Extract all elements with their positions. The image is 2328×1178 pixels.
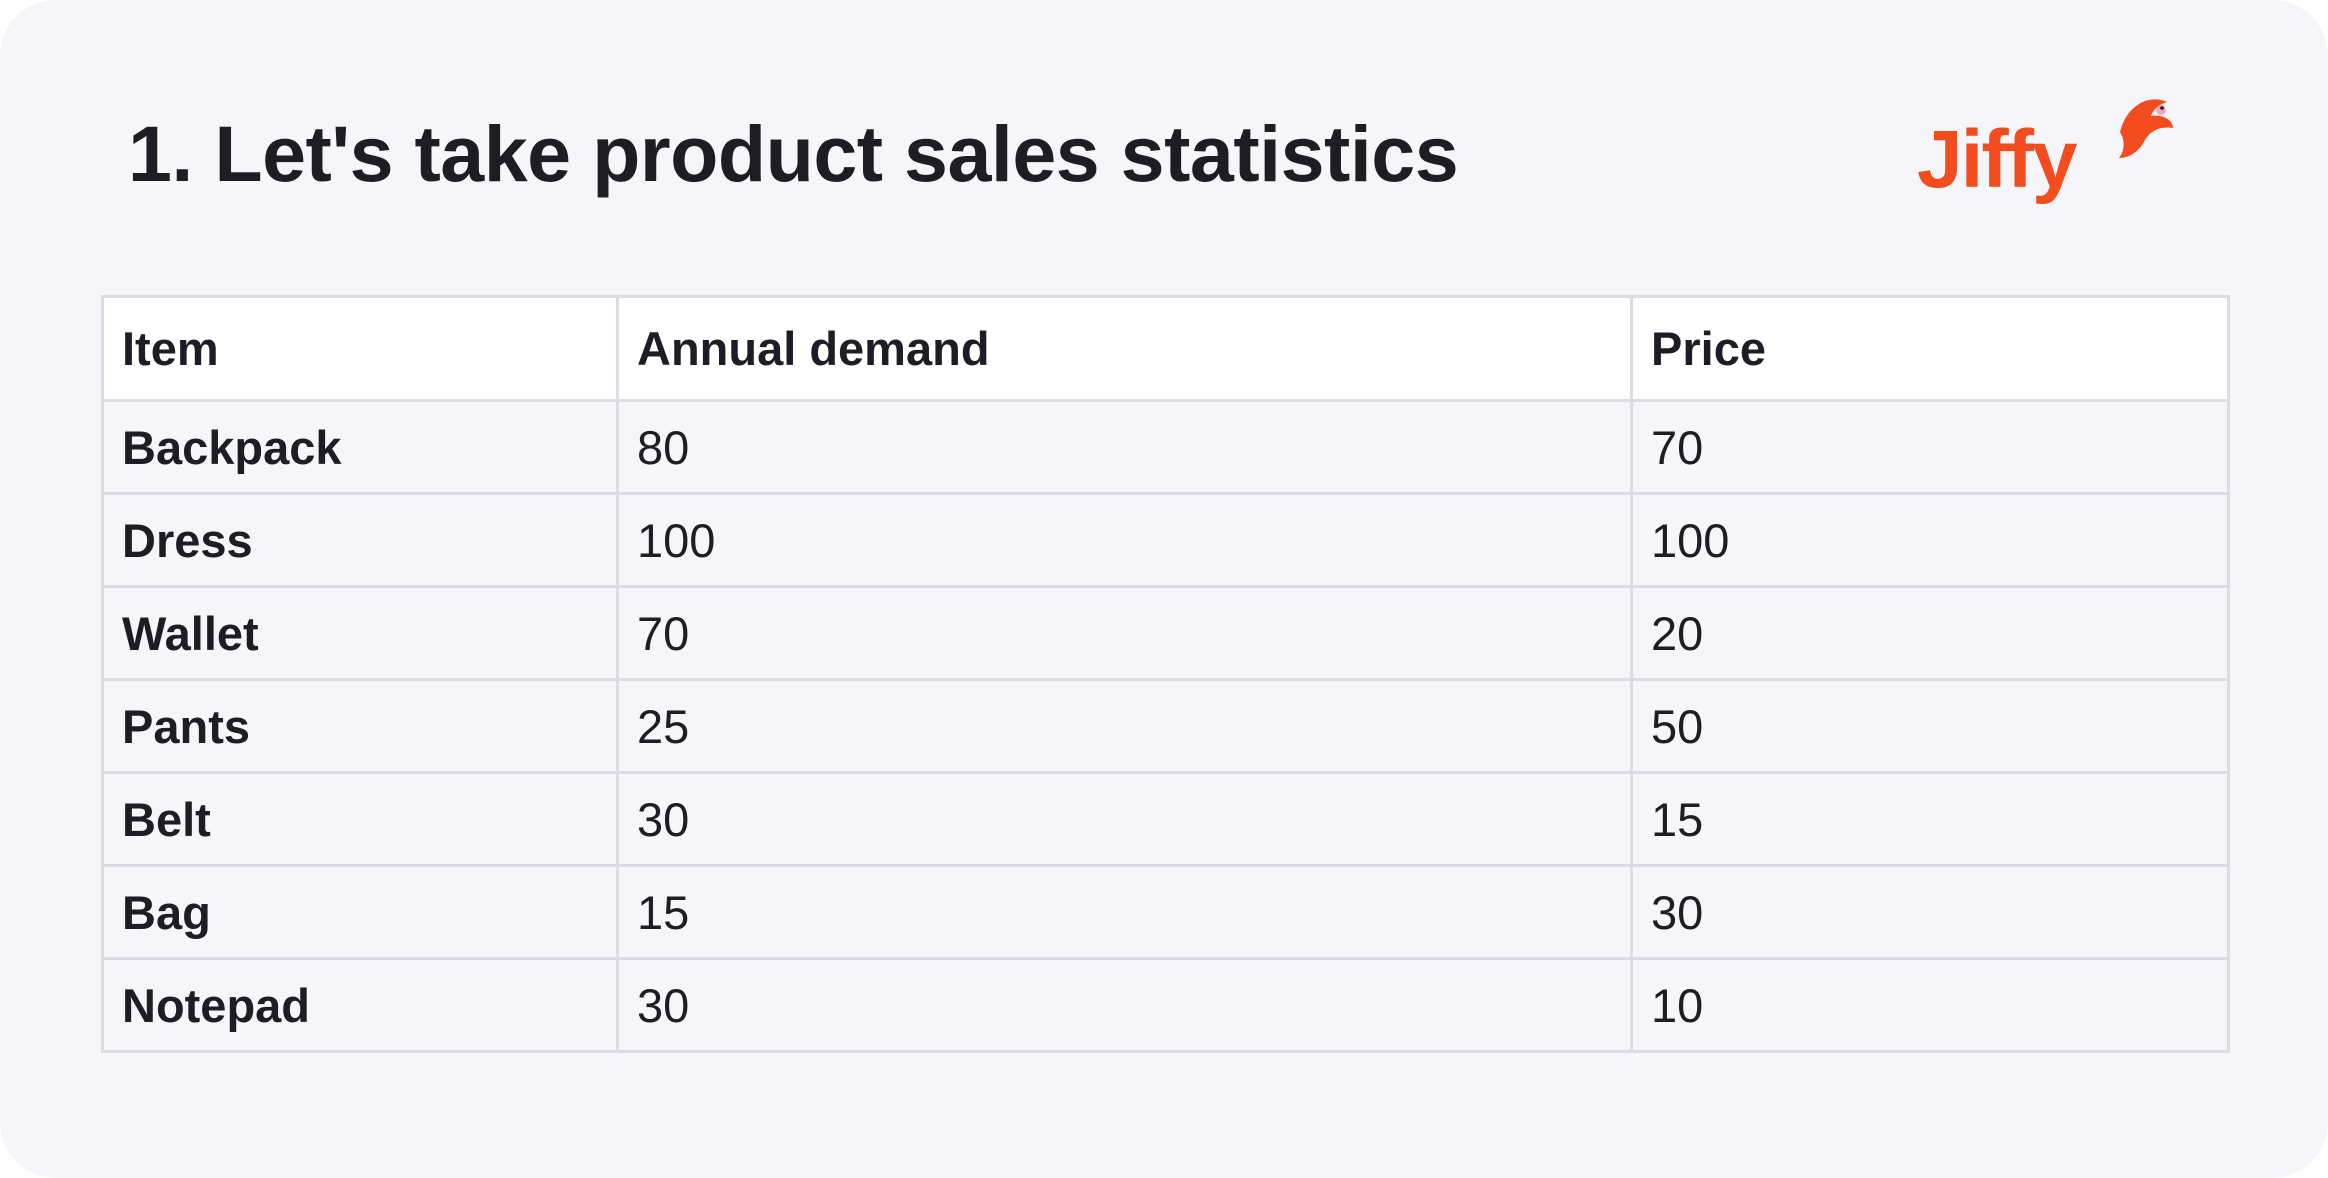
price-cell: 15 bbox=[1630, 771, 2230, 867]
price-cell: 100 bbox=[1630, 492, 2230, 588]
annual-demand-cell: 100 bbox=[616, 492, 1633, 588]
price-cell: 20 bbox=[1630, 585, 2230, 681]
annual-demand-cell: 25 bbox=[616, 678, 1633, 774]
column-header-item: Item bbox=[101, 295, 619, 402]
annual-demand-cell: 30 bbox=[616, 957, 1633, 1053]
bird-icon bbox=[2119, 99, 2173, 158]
table-row: Dress 100 100 bbox=[101, 492, 2230, 588]
annual-demand-cell: 30 bbox=[616, 771, 1633, 867]
price-cell: 30 bbox=[1630, 864, 2230, 960]
item-cell: Notepad bbox=[101, 957, 619, 1053]
item-cell: Pants bbox=[101, 678, 619, 774]
table-row: Backpack 80 70 bbox=[101, 399, 2230, 495]
item-cell: Bag bbox=[101, 864, 619, 960]
logo-wordmark: Jiffy bbox=[1917, 114, 2078, 205]
jiffy-logo: Jiffy bbox=[1915, 92, 2185, 222]
page-title: 1. Let's take product sales statistics bbox=[128, 109, 1459, 198]
item-cell: Wallet bbox=[101, 585, 619, 681]
table-header-row: Item Annual demand Price bbox=[101, 295, 2230, 402]
sales-table: Item Annual demand Price Backpack 80 70 … bbox=[101, 295, 2230, 1053]
price-cell: 50 bbox=[1630, 678, 2230, 774]
price-cell: 70 bbox=[1630, 399, 2230, 495]
table-row: Bag 15 30 bbox=[101, 864, 2230, 960]
annual-demand-cell: 70 bbox=[616, 585, 1633, 681]
jiffy-logo-mark: Jiffy bbox=[1917, 99, 2173, 205]
item-cell: Backpack bbox=[101, 399, 619, 495]
column-header-price: Price bbox=[1630, 295, 2230, 402]
price-cell: 10 bbox=[1630, 957, 2230, 1053]
table-row: Wallet 70 20 bbox=[101, 585, 2230, 681]
item-cell: Belt bbox=[101, 771, 619, 867]
annual-demand-cell: 15 bbox=[616, 864, 1633, 960]
table-row: Belt 30 15 bbox=[101, 771, 2230, 867]
table-row: Pants 25 50 bbox=[101, 678, 2230, 774]
annual-demand-cell: 80 bbox=[616, 399, 1633, 495]
item-cell: Dress bbox=[101, 492, 619, 588]
sales-table-container: Item Annual demand Price Backpack 80 70 … bbox=[101, 295, 2230, 1053]
table-row: Notepad 30 10 bbox=[101, 957, 2230, 1053]
column-header-annual-demand: Annual demand bbox=[616, 295, 1633, 402]
